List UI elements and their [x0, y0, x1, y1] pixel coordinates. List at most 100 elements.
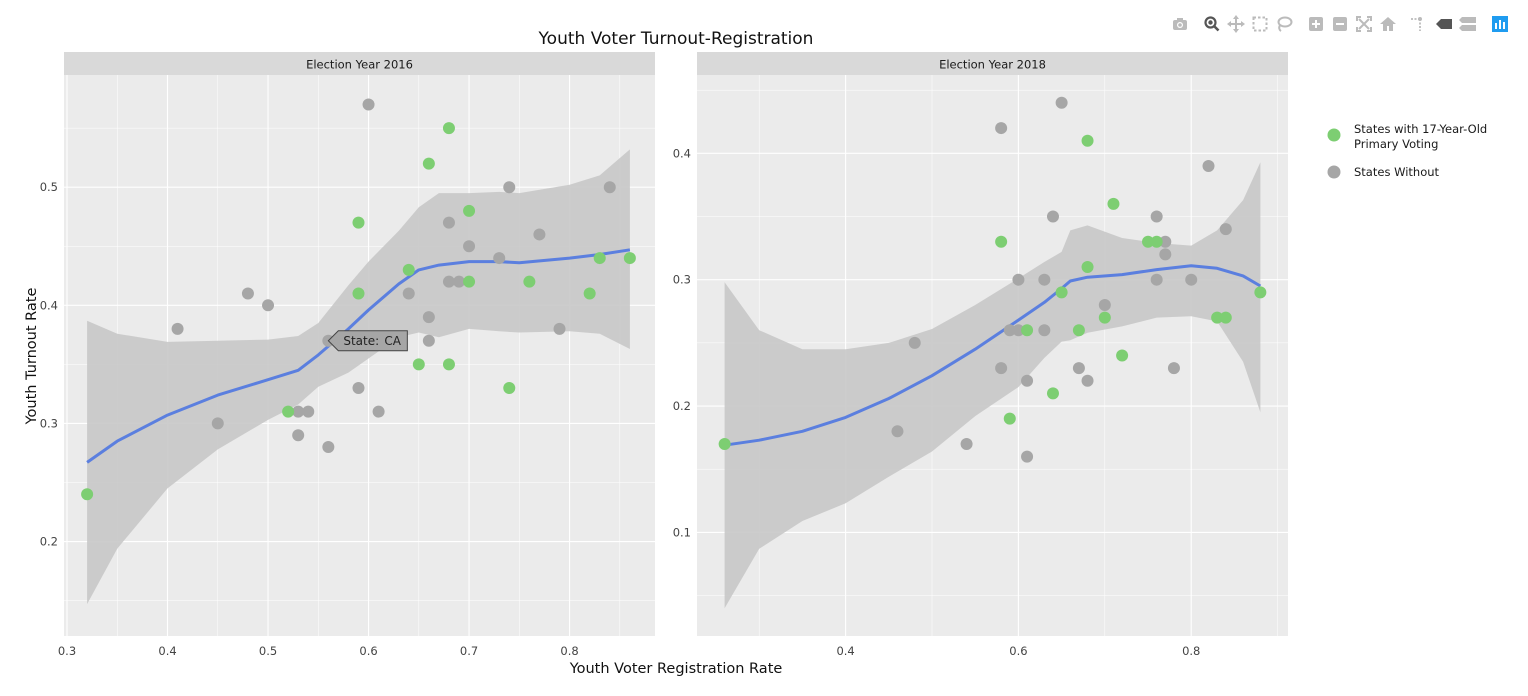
point-state-without[interactable]	[171, 322, 184, 335]
point-state-without[interactable]	[442, 216, 455, 229]
point-state-without[interactable]	[402, 287, 415, 300]
legend-item-without[interactable]: States Without	[1327, 165, 1440, 179]
point-state-with[interactable]	[1098, 311, 1111, 324]
point-state-without[interactable]	[603, 181, 616, 194]
hover-compare-icon[interactable]	[1458, 14, 1478, 34]
point-state-without[interactable]	[362, 98, 375, 111]
autoscale-icon[interactable]	[1354, 14, 1374, 34]
point-state-without[interactable]	[1021, 450, 1034, 463]
point-state-without[interactable]	[262, 299, 275, 312]
lasso-select-icon[interactable]	[1274, 14, 1294, 34]
point-state-without[interactable]	[1098, 298, 1111, 311]
point-state-with[interactable]	[1072, 324, 1085, 337]
hover-closest-icon[interactable]	[1434, 14, 1454, 34]
point-state-without[interactable]	[422, 334, 435, 347]
point-state-with[interactable]	[412, 358, 425, 371]
point-state-with[interactable]	[463, 204, 476, 217]
point-state-without[interactable]	[453, 275, 466, 288]
point-state-without[interactable]	[1046, 210, 1059, 223]
point-state-without[interactable]	[1150, 273, 1163, 286]
point-state-without[interactable]	[1055, 96, 1068, 109]
zoom-icon[interactable]	[1202, 14, 1222, 34]
point-state-without[interactable]	[442, 275, 455, 288]
point-state-with[interactable]	[523, 275, 536, 288]
point-state-without[interactable]	[1038, 273, 1051, 286]
point-state-with[interactable]	[593, 252, 606, 265]
point-state-with[interactable]	[1254, 286, 1267, 299]
point-state-without[interactable]	[960, 437, 973, 450]
point-state-with[interactable]	[442, 122, 455, 135]
point-state-with[interactable]	[352, 216, 365, 229]
point-state-without[interactable]	[1012, 273, 1025, 286]
point-state-with[interactable]	[995, 235, 1008, 248]
point-state-with[interactable]	[1107, 197, 1120, 210]
point-state-without[interactable]	[463, 240, 476, 253]
legend[interactable]: States with 17-Year-Old Primary Voting S…	[1327, 122, 1488, 179]
point-state-without[interactable]	[1185, 273, 1198, 286]
point-state-without[interactable]	[1021, 374, 1034, 387]
point-state-with[interactable]	[402, 263, 415, 276]
point-state-with[interactable]	[1211, 311, 1224, 324]
pan-icon[interactable]	[1226, 14, 1246, 34]
point-state-with[interactable]	[1021, 324, 1034, 337]
point-state-with[interactable]	[463, 275, 476, 288]
point-state-with[interactable]	[1003, 412, 1016, 425]
point-state-without[interactable]	[1003, 324, 1016, 337]
spike-lines-icon[interactable]	[1408, 14, 1428, 34]
point-state-without[interactable]	[292, 429, 305, 442]
point-state-without[interactable]	[1167, 362, 1180, 375]
point-state-without[interactable]	[995, 362, 1008, 375]
point-state-without[interactable]	[241, 287, 254, 300]
point-state-without[interactable]	[1159, 248, 1172, 261]
point-state-without[interactable]	[211, 417, 224, 430]
point-state-with[interactable]	[1046, 387, 1059, 400]
panel-2018[interactable]: Election Year 2018 0.4 0.6 0.8 0.10.20.30.…	[673, 52, 1288, 658]
point-state-without[interactable]	[891, 425, 904, 438]
point-state-without[interactable]	[533, 228, 546, 241]
point-state-without[interactable]	[302, 405, 315, 418]
point-state-without[interactable]	[352, 381, 365, 394]
point-state-with[interactable]	[1116, 349, 1129, 362]
points-states-without[interactable]	[891, 96, 1232, 463]
point-state-without[interactable]	[1072, 362, 1085, 375]
point-state-without[interactable]	[493, 252, 506, 265]
point-state-with[interactable]	[503, 381, 516, 394]
point-state-without[interactable]	[1038, 324, 1051, 337]
point-state-without[interactable]	[322, 441, 335, 454]
points-states-with-17-primary[interactable]	[81, 122, 636, 501]
point-state-without[interactable]	[372, 405, 385, 418]
reset-axes-icon[interactable]	[1378, 14, 1398, 34]
point-state-without[interactable]	[995, 122, 1008, 135]
point-state-without[interactable]	[1159, 235, 1172, 248]
camera-icon[interactable]	[1170, 14, 1190, 34]
zoom-in-icon[interactable]	[1306, 14, 1326, 34]
point-state-with[interactable]	[718, 437, 731, 450]
point-state-without[interactable]	[908, 336, 921, 349]
point-state-with[interactable]	[1081, 134, 1094, 147]
point-state-without[interactable]	[1202, 159, 1215, 172]
point-state-with[interactable]	[81, 488, 94, 501]
point-state-without[interactable]	[1150, 210, 1163, 223]
point-state-without[interactable]	[503, 181, 516, 194]
panel-2016[interactable]: Election Year 2016 0.3 0.4 0.5 0.6 0.7 0.8 0.…	[40, 52, 655, 658]
legend-item-with[interactable]: States with 17-Year-Old Primary Voting	[1327, 122, 1488, 151]
point-state-with[interactable]	[1142, 235, 1155, 248]
point-state-without[interactable]	[553, 322, 566, 335]
point-state-with[interactable]	[352, 287, 365, 300]
point-state-without[interactable]	[422, 311, 435, 324]
plotly-logo-icon[interactable]	[1490, 14, 1510, 34]
point-state-without[interactable]	[1081, 374, 1094, 387]
point-state-with[interactable]	[282, 405, 295, 418]
point-state-with[interactable]	[1219, 311, 1232, 324]
point-state-with[interactable]	[583, 287, 596, 300]
points-states-with-17-primary[interactable]	[718, 134, 1267, 450]
point-state-with[interactable]	[1150, 235, 1163, 248]
point-state-with[interactable]	[442, 358, 455, 371]
point-state-with[interactable]	[1081, 261, 1094, 274]
point-state-without[interactable]	[292, 405, 305, 418]
point-state-without[interactable]	[1012, 324, 1025, 337]
point-state-with[interactable]	[422, 157, 435, 170]
point-state-without[interactable]	[1219, 223, 1232, 236]
point-state-with[interactable]	[623, 252, 636, 265]
